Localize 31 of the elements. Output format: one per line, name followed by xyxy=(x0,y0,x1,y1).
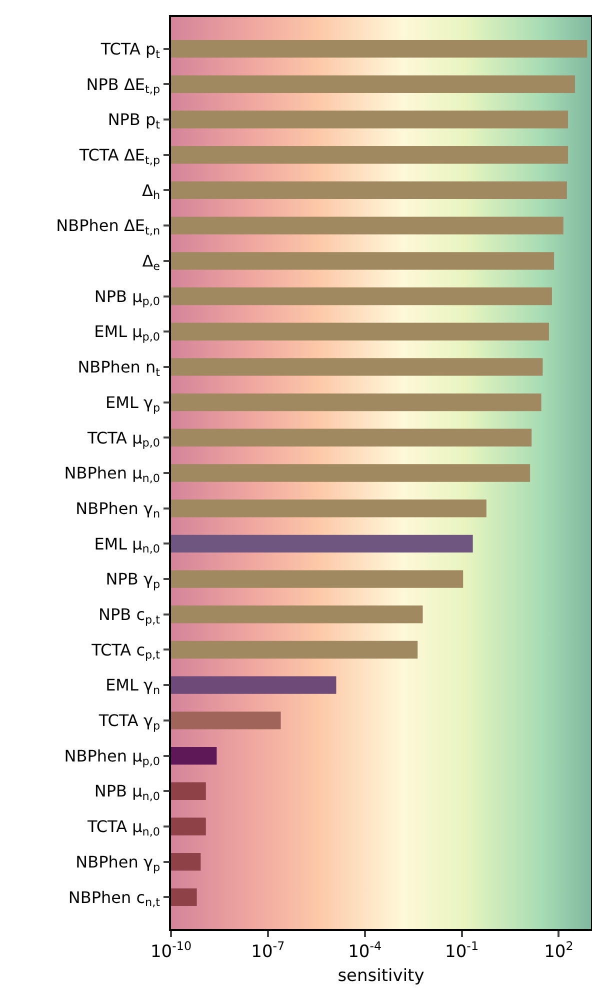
y-tick-label: EML γ$_{p}$ xyxy=(106,392,160,414)
x-tick-label: 10$^{-7}$ xyxy=(251,939,285,962)
y-tick-label: NPB μ$_{n,0}$ xyxy=(94,782,160,804)
x-tick-label: 10$^{-4}$ xyxy=(348,939,382,962)
y-tick-label: TCTA p$_{t}$ xyxy=(100,39,161,61)
y-tick-label: TCTA μ$_{n,0}$ xyxy=(86,817,160,838)
y-tick-label: TCTA c$_{p,t}$ xyxy=(90,640,161,662)
y-tick-label: NBPhen μ$_{p,0}$ xyxy=(64,746,160,768)
y-tick-label: NBPhen ΔE$_{t,n}$ xyxy=(56,216,160,238)
y-tick-label: EML γ$_{n}$ xyxy=(106,676,160,698)
y-tick-label: NPB ΔE$_{t,p}$ xyxy=(86,74,160,96)
y-tick-label: NBPhen n$_{t}$ xyxy=(78,358,161,379)
y-tick-label: NPB γ$_{p}$ xyxy=(106,570,160,592)
y-tick-label: Δ$_{h}$ xyxy=(142,180,160,202)
y-tick-label: NPB c$_{p,t}$ xyxy=(98,605,161,626)
y-tick-label: NBPhen μ$_{n,0}$ xyxy=(64,464,160,485)
y-tick-label: NBPhen c$_{n,t}$ xyxy=(68,888,161,910)
y-tick-label: Δ$_{e}$ xyxy=(142,252,160,273)
x-axis-title: sensitivity xyxy=(338,966,424,986)
y-tick-label: TCTA γ$_{p}$ xyxy=(98,711,160,732)
y-tick-label: NPB p$_{t}$ xyxy=(108,110,161,132)
y-tick-label: TCTA ΔE$_{t,p}$ xyxy=(78,145,160,167)
x-tick-label: 10$^{2}$ xyxy=(544,939,574,962)
x-tick-label: 10$^{-10}$ xyxy=(150,939,192,962)
y-tick-label: TCTA μ$_{p,0}$ xyxy=(86,428,160,450)
y-tick-label: EML μ$_{n,0}$ xyxy=(94,534,160,556)
x-tick-label: 10$^{-1}$ xyxy=(445,939,479,962)
y-tick-label: NPB μ$_{p,0}$ xyxy=(94,286,160,308)
y-tick-label: NBPhen γ$_{p}$ xyxy=(76,852,160,874)
y-tick-label: EML μ$_{p,0}$ xyxy=(94,322,160,344)
y-tick-label: NBPhen γ$_{n}$ xyxy=(76,498,160,520)
